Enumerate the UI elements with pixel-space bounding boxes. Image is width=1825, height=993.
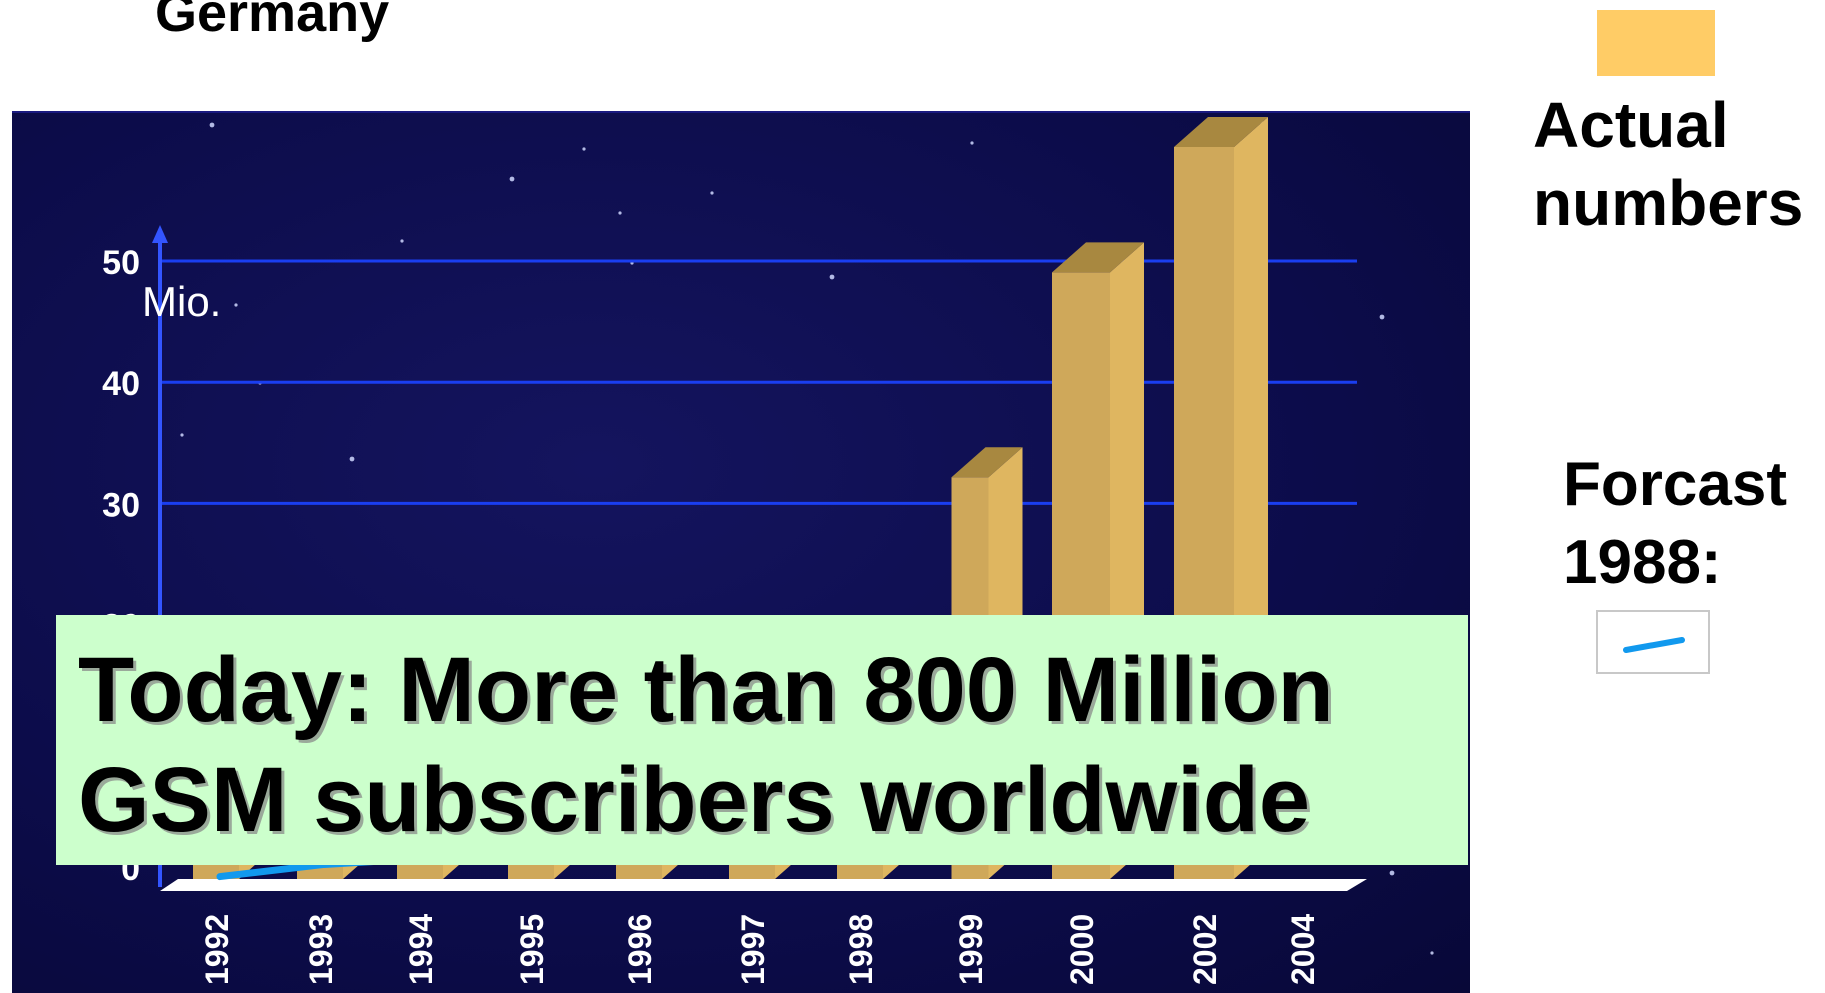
x-tick-label: 1999 (953, 914, 989, 985)
legend-forecast-swatch (1596, 610, 1710, 674)
background-star (970, 141, 973, 144)
background-star (1430, 951, 1433, 954)
background-star (210, 123, 215, 128)
banner-text: Today: More than 800 Million GSM subscri… (78, 635, 1334, 855)
chart-panel: 0102030405019921993199419951996199719981… (12, 111, 1470, 993)
y-tick-label: 30 (102, 486, 140, 524)
background-star (400, 239, 403, 242)
y-tick-label: 40 (102, 365, 140, 403)
background-star (234, 303, 237, 306)
chart-floor (160, 879, 1367, 891)
x-tick-label: 1998 (843, 914, 879, 985)
banner-line-2: GSM subscribers worldwide (78, 745, 1334, 855)
legend-actual-swatch (1597, 10, 1715, 76)
legend-actual-label: Actual numbers (1533, 86, 1823, 242)
background-star (180, 433, 183, 436)
background-star (1390, 871, 1395, 876)
background-star (618, 211, 621, 214)
x-tick-label: 1995 (514, 914, 550, 985)
background-star (510, 177, 515, 182)
background-star (582, 147, 585, 150)
x-tick-label: 1992 (199, 914, 235, 985)
x-tick-label: 1993 (303, 914, 339, 985)
x-tick-label: 1997 (735, 914, 771, 985)
x-tick-label: 2004 (1285, 914, 1321, 985)
background-star (1380, 315, 1385, 320)
legend-forecast-line (1626, 640, 1682, 650)
background-star (710, 191, 713, 194)
y-axis-unit-label: Mio. (142, 278, 221, 326)
legend-actual-line-1: Actual (1533, 86, 1823, 164)
x-tick-label: 2000 (1064, 914, 1100, 985)
legend-forecast-line-2: 1988: (1563, 524, 1823, 602)
legend-actual-line-2: numbers (1533, 164, 1823, 242)
background-star (830, 275, 835, 280)
x-tick-label: 1994 (403, 914, 439, 985)
announcement-banner: Today: More than 800 Million GSM subscri… (56, 615, 1468, 865)
y-tick-label: 50 (102, 244, 140, 282)
background-star (350, 457, 355, 462)
x-tick-label: 1996 (622, 914, 658, 985)
x-tick-label: 2002 (1187, 914, 1223, 985)
y-axis-arrow (152, 225, 168, 243)
legend-forecast-label: Forcast 1988: (1563, 446, 1823, 602)
chart-title: Germany (155, 0, 389, 44)
banner-line-1: Today: More than 800 Million (78, 635, 1334, 745)
legend-forecast-line-1: Forcast (1563, 446, 1823, 524)
